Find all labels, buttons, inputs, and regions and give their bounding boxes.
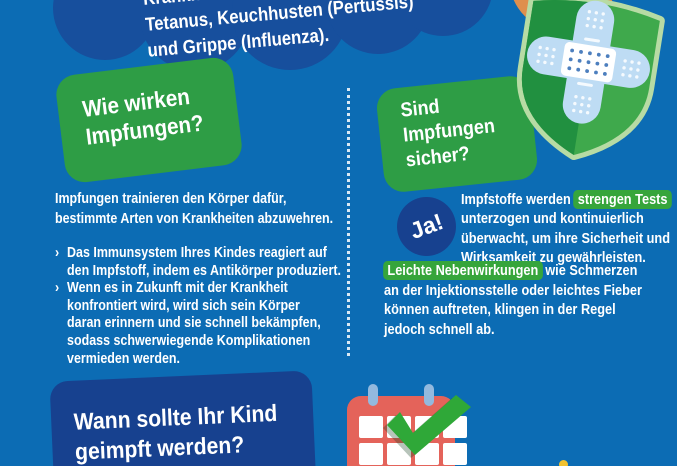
safety-paragraph: Impfstoffe werden strengen Tests unterzog… <box>461 190 672 266</box>
checkmark-icon <box>387 395 471 455</box>
yes-badge: Ja! <box>397 197 456 256</box>
intro-paragraph: Impfungen trainieren den Körper dafür, be… <box>55 191 334 227</box>
vaccine-poster: KrankheitenTetanus, Keuchhusten (Pertuss… <box>0 0 677 466</box>
page-margin <box>677 0 700 466</box>
yes-badge-label: Ja! <box>406 208 447 244</box>
question-box-when-vaccinate: Wann sollte Ihr Kind geimpft werden? <box>49 370 317 466</box>
calendar-cell <box>443 443 467 465</box>
plaster-cross-icon <box>527 0 650 124</box>
calendar-cell <box>359 416 383 438</box>
section-heading: Wann sollte Ihr Kind geimpft werden? <box>73 399 278 465</box>
side-effects-paragraph: Leichte Nebenwirkungen wie Schmerzen an d… <box>383 261 642 338</box>
calendar-peg <box>424 384 434 406</box>
calendar-peg <box>368 384 378 406</box>
bullet-point: › Wenn es in Zukunft mit der Krankheit kon… <box>55 280 321 367</box>
calendar-cell <box>359 443 383 465</box>
shield-icon <box>516 0 665 161</box>
bullet-point: › Das Immunsystem Ihres Kindes reagiert a… <box>55 245 341 279</box>
yellow-dot-decoration <box>559 460 568 466</box>
question-box-how-vaccines-work: Wie wirken Impfungen? <box>54 55 244 185</box>
disease-cloud: KrankheitenTetanus, Keuchhusten (Pertuss… <box>0 0 520 120</box>
bullet-list: › Das Immunsystem Ihres Kindes reagiert a… <box>55 245 341 368</box>
column-divider <box>347 88 350 356</box>
calendar-cell <box>387 443 411 465</box>
